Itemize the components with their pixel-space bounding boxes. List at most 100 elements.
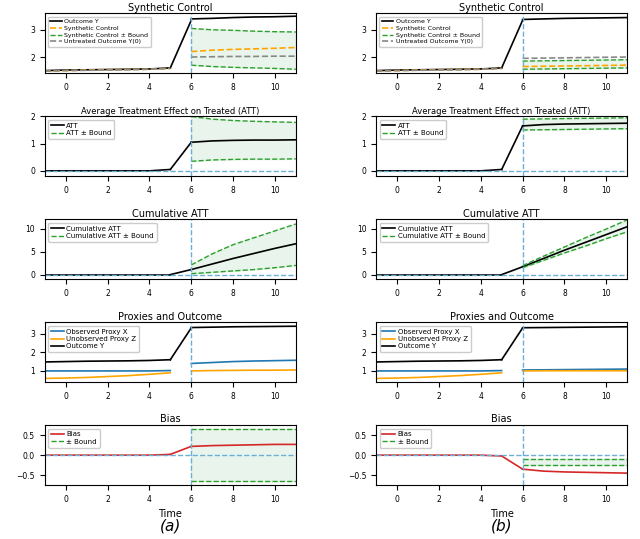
Outcome Y <box>519 16 527 23</box>
Text: (a): (a) <box>159 519 181 534</box>
Observed Proxy X <box>292 357 300 363</box>
ATT <box>561 121 568 127</box>
Cumulative ATT ± Bound <box>623 229 631 235</box>
Synthetic Control ± Bound <box>582 65 589 72</box>
Title: Average Treatment Effect on Treated (ATT): Average Treatment Effect on Treated (ATT… <box>81 107 259 116</box>
Bias <box>519 466 527 472</box>
Outcome Y <box>292 13 300 19</box>
Outcome Y <box>582 324 589 330</box>
ATT ± Bound <box>250 156 258 162</box>
± Bound <box>623 462 631 468</box>
Title: Cumulative ATT: Cumulative ATT <box>463 209 540 219</box>
Line: Bias: Bias <box>191 444 296 446</box>
Cumulative ATT <box>229 255 237 262</box>
± Bound <box>582 462 589 468</box>
Synthetic Control <box>208 47 216 53</box>
Synthetic Control ± Bound <box>229 64 237 71</box>
Outcome Y <box>561 15 568 22</box>
Synthetic Control ± Bound <box>602 65 610 71</box>
Synthetic Control ± Bound <box>561 65 568 72</box>
Line: Unobserved Proxy Z: Unobserved Proxy Z <box>191 370 296 371</box>
Bias <box>540 468 547 474</box>
Outcome Y <box>250 323 258 330</box>
Untreated Outcome Y(0) <box>229 53 237 60</box>
Cumulative ATT ± Bound <box>602 236 610 242</box>
Line: Outcome Y: Outcome Y <box>523 327 627 328</box>
Synthetic Control ± Bound <box>188 62 195 68</box>
Unobserved Proxy Z <box>582 368 589 374</box>
Unobserved Proxy Z <box>229 367 237 374</box>
Line: Outcome Y: Outcome Y <box>191 16 296 19</box>
Line: Untreated Outcome Y(0): Untreated Outcome Y(0) <box>523 57 627 58</box>
Title: Synthetic Control: Synthetic Control <box>460 3 544 13</box>
Cumulative ATT ± Bound <box>208 269 216 275</box>
Synthetic Control <box>561 63 568 69</box>
Outcome Y <box>602 324 610 330</box>
Outcome Y <box>540 324 547 331</box>
Outcome Y <box>188 324 195 331</box>
Unobserved Proxy Z <box>271 367 279 374</box>
Cumulative ATT <box>623 224 631 230</box>
Untreated Outcome Y(0) <box>582 54 589 61</box>
Synthetic Control ± Bound <box>623 65 631 71</box>
Line: ATT: ATT <box>523 123 627 126</box>
Observed Proxy X <box>188 360 195 367</box>
ATT ± Bound <box>582 126 589 133</box>
Unobserved Proxy Z <box>602 368 610 374</box>
Bias <box>229 442 237 448</box>
Line: Cumulative ATT ± Bound: Cumulative ATT ± Bound <box>523 232 627 268</box>
Cumulative ATT ± Bound <box>540 257 547 264</box>
Cumulative ATT ± Bound <box>561 250 568 256</box>
Title: Average Treatment Effect on Treated (ATT): Average Treatment Effect on Treated (ATT… <box>413 107 591 116</box>
Observed Proxy X <box>623 366 631 372</box>
Cumulative ATT <box>188 266 195 273</box>
Synthetic Control <box>292 44 300 51</box>
ATT ± Bound <box>229 156 237 163</box>
Cumulative ATT <box>250 250 258 257</box>
Outcome Y <box>540 16 547 22</box>
Synthetic Control ± Bound <box>271 65 279 72</box>
Bias <box>292 441 300 447</box>
Title: Proxies and Outcome: Proxies and Outcome <box>118 312 222 322</box>
Cumulative ATT <box>208 261 216 267</box>
Synthetic Control ± Bound <box>540 66 547 72</box>
ATT ± Bound <box>519 127 527 133</box>
Synthetic Control <box>229 46 237 53</box>
Bias <box>623 470 631 476</box>
Bias <box>208 443 216 449</box>
Cumulative ATT <box>519 264 527 270</box>
Line: ATT: ATT <box>191 140 296 142</box>
Observed Proxy X <box>208 360 216 366</box>
Cumulative ATT <box>271 245 279 252</box>
Title: Bias: Bias <box>160 414 180 425</box>
Observed Proxy X <box>519 367 527 373</box>
Outcome Y <box>271 323 279 330</box>
Legend: Bias, ± Bound: Bias, ± Bound <box>48 429 100 448</box>
Legend: Outcome Y, Synthetic Control, Synthetic Control ± Bound, Untreated Outcome Y(0): Outcome Y, Synthetic Control, Synthetic … <box>48 17 150 47</box>
X-axis label: Time: Time <box>490 509 514 520</box>
Line: Synthetic Control: Synthetic Control <box>523 65 627 66</box>
Title: Proxies and Outcome: Proxies and Outcome <box>450 312 554 322</box>
X-axis label: Time: Time <box>158 509 182 520</box>
Legend: Cumulative ATT, Cumulative ATT ± Bound: Cumulative ATT, Cumulative ATT ± Bound <box>380 223 488 242</box>
Line: ATT ± Bound: ATT ± Bound <box>523 129 627 130</box>
Outcome Y <box>188 16 195 22</box>
Line: Observed Proxy X: Observed Proxy X <box>191 360 296 363</box>
Cumulative ATT ± Bound <box>271 265 279 271</box>
Observed Proxy X <box>582 366 589 372</box>
Cumulative ATT ± Bound <box>582 243 589 250</box>
ATT ± Bound <box>208 157 216 163</box>
Cumulative ATT ± Bound <box>519 265 527 271</box>
Title: Bias: Bias <box>492 414 512 425</box>
Cumulative ATT <box>561 247 568 253</box>
Outcome Y <box>229 323 237 330</box>
± Bound <box>208 478 216 485</box>
Synthetic Control ± Bound <box>292 66 300 72</box>
Cumulative ATT ± Bound <box>292 262 300 268</box>
± Bound <box>292 478 300 485</box>
Synthetic Control <box>540 63 547 70</box>
Outcome Y <box>582 15 589 22</box>
Legend: Observed Proxy X, Unobserved Proxy Z, Outcome Y: Observed Proxy X, Unobserved Proxy Z, Ou… <box>380 326 470 352</box>
Synthetic Control ± Bound <box>519 66 527 72</box>
Cumulative ATT <box>292 240 300 247</box>
